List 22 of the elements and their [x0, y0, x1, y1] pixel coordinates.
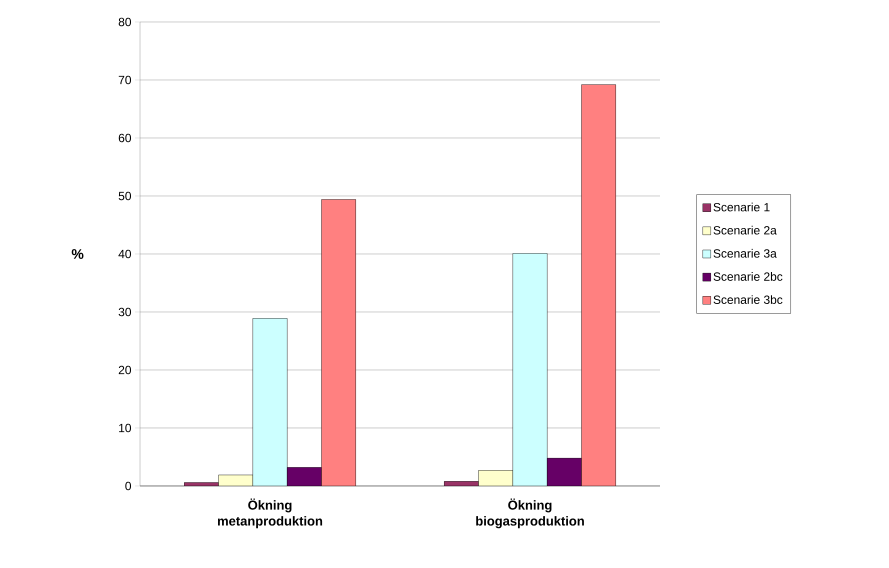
x-tick-label: Ökning biogasproduktion	[476, 498, 584, 528]
bar	[321, 199, 356, 486]
bar	[581, 84, 616, 486]
y-tick-label: 60	[118, 134, 132, 142]
legend-label: Scenarie 1	[714, 202, 770, 212]
y-tick-label: 50	[118, 192, 132, 200]
bar	[287, 467, 322, 486]
bar	[478, 470, 514, 486]
y-tick-label: 40	[118, 250, 132, 258]
y-tick-label: 10	[119, 424, 132, 432]
legend-label: Scenarie 3a	[714, 248, 777, 258]
bar	[546, 458, 582, 486]
legend-label: Scenarie 2a	[714, 226, 777, 235]
y-tick-label: 20	[118, 366, 132, 374]
y-tick-label: 30	[118, 308, 132, 316]
y-axis-title: %	[72, 249, 84, 259]
y-tick-label: 80	[118, 18, 132, 26]
legend-label: Scenarie 2bc	[714, 272, 782, 281]
y-tick-label: 70	[118, 76, 132, 84]
x-tick-label: Ökning metanproduktion	[218, 498, 322, 528]
legend-label: Scenarie 3bc	[714, 295, 782, 304]
y-tick-label: 0	[125, 482, 132, 490]
